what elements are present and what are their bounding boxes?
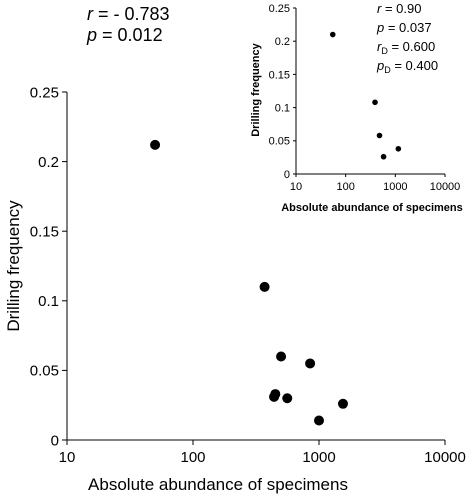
inset-stat-value: = 0.037 (384, 20, 431, 35)
main-data-point (150, 139, 161, 150)
inset-x-axis-title: Absolute abundance of specimens (281, 202, 463, 214)
inset-y-tick-label: 0 (284, 169, 290, 181)
main-y-tick-label: 0.15 (30, 223, 59, 240)
inset-stat-value: = 0.90 (381, 1, 421, 16)
inset-stat-line: r = 0.90 (377, 1, 421, 16)
inset-stat-value: = 0.400 (391, 58, 438, 73)
main-chart: 00.050.10.150.20.25 10 100 1000 10000 Absol… (4, 4, 466, 494)
inset-data-point (376, 132, 383, 139)
inset-y-axis-title: Drilling frequency (250, 42, 262, 136)
inset-points (329, 31, 402, 160)
inset-y-tick-labels: 0 0.05 0.1 0.15 0.2 0.25 (269, 3, 290, 181)
main-axes (62, 91, 446, 445)
main-data-point (259, 281, 270, 292)
main-stat-r-label: r (87, 4, 94, 24)
main-y-tick-label: 0.2 (38, 154, 59, 171)
inset-stat-value: = 0.600 (388, 39, 435, 54)
main-x-tick-label: 100 (180, 449, 205, 466)
main-stat-p-value: = 0.012 (97, 25, 163, 45)
inset-y-tick-label: 0.25 (269, 3, 290, 15)
inset-data-point (372, 99, 378, 106)
inset-y-tick-label: 0.05 (269, 136, 290, 148)
inset-stat-line: pD = 0.400 (376, 58, 438, 75)
inset-stat-line: rD = 0.600 (377, 39, 435, 56)
main-x-tick-label: 10 (59, 449, 76, 466)
inset-x-tick-label: 100 (336, 181, 354, 193)
main-y-tick-label: 0.1 (38, 293, 59, 310)
inset-stat-label: r (377, 39, 382, 54)
main-x-tick-label: 1000 (302, 449, 335, 466)
inset-stat-label: r (377, 1, 382, 16)
main-y-tick-label: 0 (51, 432, 59, 449)
main-stat-r-value: = - 0.783 (93, 4, 170, 24)
main-data-point (269, 391, 280, 402)
main-y-tick-label: 0.05 (30, 363, 59, 380)
inset-chart: 0 0.05 0.1 0.15 0.2 0.25 10 100 1000 10000 Absol… (250, 1, 463, 214)
inset-stat-line: p = 0.037 (376, 20, 432, 35)
inset-data-point (329, 31, 336, 38)
main-data-point (282, 393, 293, 404)
inset-y-tick-label: 0.1 (275, 102, 290, 114)
main-data-point (314, 415, 324, 426)
inset-stat-subscript: D (384, 65, 391, 75)
inset-stat-label: p (376, 20, 384, 35)
main-y-axis-title: Drilling frequency (4, 200, 23, 332)
main-stat-r: r = - 0.783 (87, 4, 170, 24)
main-y-tick-label: 0.25 (30, 84, 59, 101)
inset-y-tick-label: 0.2 (275, 36, 290, 48)
main-data-point (276, 351, 287, 362)
inset-y-tick-label: 0.15 (269, 69, 290, 81)
main-stat-p-label: p (86, 25, 97, 45)
inset-data-point (380, 153, 387, 160)
inset-x-tick-label: 1000 (383, 181, 407, 193)
main-points (150, 139, 348, 426)
main-x-tick-labels: 10 100 1000 10000 (59, 449, 466, 466)
inset-axes (293, 7, 446, 177)
inset-x-tick-label: 10000 (430, 181, 461, 193)
inset-x-tick-label: 10 (290, 181, 302, 193)
inset-x-tick-labels: 10 100 1000 10000 (290, 181, 460, 193)
main-x-tick-label: 10000 (424, 449, 466, 466)
main-data-point (337, 398, 348, 409)
main-x-axis-title: Absolute abundance of specimens (88, 475, 348, 494)
inset-data-point (395, 145, 402, 152)
main-data-point (305, 358, 316, 369)
main-stat-p: p = 0.012 (86, 25, 163, 45)
inset-stat-subscript: D (381, 46, 388, 56)
inset-stat-label: p (376, 58, 384, 73)
main-y-tick-labels: 0 0.05 0.1 0.15 0.2 0.25 (30, 84, 59, 449)
